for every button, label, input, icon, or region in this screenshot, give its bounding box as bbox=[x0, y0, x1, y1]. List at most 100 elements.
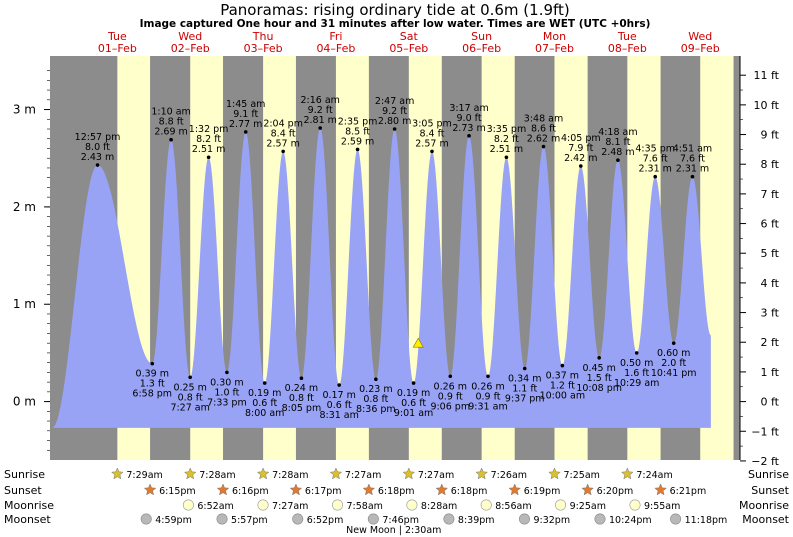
right-axis-label: 9 ft bbox=[761, 129, 780, 142]
high-tide-feet: 8.6 ft bbox=[531, 124, 556, 135]
high-tide-time: 12:57 pm bbox=[75, 132, 121, 143]
chart-title: Panoramas: rising ordinary tide at 0.6m … bbox=[220, 1, 570, 19]
low-tide-meters: 0.17 m bbox=[322, 390, 355, 401]
low-tide-feet: 1.3 ft bbox=[140, 379, 165, 390]
high-tide-meters: 2.57 m bbox=[266, 138, 299, 149]
high-tide-time: 2:16 am bbox=[300, 95, 339, 106]
high-tide-time: 3:05 pm bbox=[412, 118, 452, 129]
low-tide-time: 7:33 pm bbox=[207, 397, 247, 408]
left-axis-meters: 0 m 1 m 2 m 3 m bbox=[13, 70, 50, 451]
low-tide-time: 8:31 am bbox=[319, 410, 358, 421]
moonrise-time: 9:25am bbox=[570, 501, 606, 512]
low-tide-feet: 0.9 ft bbox=[475, 391, 500, 402]
moonset-icon bbox=[670, 513, 682, 525]
sunset-time: 6:18pm bbox=[451, 486, 488, 497]
high-tide-time: 1:10 am bbox=[151, 107, 190, 118]
astro-row-label-left: Sunrise bbox=[4, 468, 45, 481]
high-tide-time: 1:32 pm bbox=[189, 124, 229, 135]
moonrise-icon bbox=[480, 499, 492, 511]
low-tide-feet: 0.9 ft bbox=[438, 391, 463, 402]
tide-point bbox=[95, 163, 100, 167]
low-tide-feet: 1.1 ft bbox=[512, 383, 537, 394]
high-tide-feet: 8.5 ft bbox=[345, 126, 370, 137]
right-axis-label: 7 ft bbox=[761, 188, 780, 201]
high-tide-meters: 2.73 m bbox=[452, 123, 485, 134]
moonrise-icon bbox=[629, 499, 641, 511]
moonset-icon bbox=[292, 513, 304, 525]
sunset-time: 6:17pm bbox=[305, 486, 342, 497]
tide-point bbox=[243, 130, 248, 134]
sunrise-time: 7:26am bbox=[491, 470, 527, 481]
moonrise-time: 7:58am bbox=[347, 501, 383, 512]
moonset-icon bbox=[367, 513, 379, 525]
sunset-time: 6:21pm bbox=[670, 486, 707, 497]
low-tide-feet: 0.6 ft bbox=[327, 400, 352, 411]
day-name: Fri bbox=[329, 30, 342, 43]
sunrise-star-icon bbox=[256, 467, 270, 480]
low-tide-meters: 0.26 m bbox=[471, 381, 504, 392]
high-tide-feet: 7.6 ft bbox=[680, 154, 705, 165]
tide-point bbox=[374, 377, 378, 382]
day-name: Tue bbox=[107, 30, 127, 43]
high-tide-meters: 2.42 m bbox=[564, 153, 597, 164]
right-axis-label: 1 ft bbox=[761, 366, 780, 379]
sunrise-star-icon bbox=[329, 467, 343, 480]
high-tide-feet: 8.2 ft bbox=[494, 134, 519, 145]
high-tide-meters: 2.57 m bbox=[415, 138, 448, 149]
sunset-star-icon bbox=[435, 483, 449, 496]
low-tide-time: 9:01 am bbox=[394, 408, 433, 419]
moonrise-icon bbox=[182, 499, 194, 511]
tide-curve bbox=[52, 128, 711, 428]
low-tide-time: 6:58 pm bbox=[132, 389, 172, 400]
moonset-time: 10:24pm bbox=[609, 515, 652, 526]
low-tide-meters: 0.19 m bbox=[248, 388, 281, 399]
low-tide-meters: 0.30 m bbox=[210, 377, 243, 388]
low-tide-meters: 0.25 m bbox=[173, 382, 206, 393]
low-tide-feet: 1.5 ft bbox=[587, 373, 612, 384]
day-headers: Tue01–FebWed02–FebThu03–FebFri04–FebSat0… bbox=[98, 30, 720, 55]
tide-point bbox=[411, 381, 416, 385]
high-tide-meters: 2.62 m bbox=[527, 134, 560, 145]
high-tide-time: 4:05 pm bbox=[561, 133, 601, 144]
current-tide-marker bbox=[412, 337, 424, 348]
low-tide-meters: 0.19 m bbox=[397, 388, 430, 399]
tide-point bbox=[318, 126, 322, 130]
moonset-icon bbox=[443, 513, 455, 525]
moonrise-time: 7:27am bbox=[272, 501, 308, 512]
high-tide-meters: 2.48 m bbox=[601, 147, 634, 158]
high-tide-feet: 8.2 ft bbox=[196, 134, 221, 145]
astro-row-label-right: Moonset bbox=[742, 513, 789, 526]
right-axis-label: 10 ft bbox=[754, 99, 780, 112]
high-tide-time: 4:18 am bbox=[598, 127, 637, 138]
sunset-star-icon bbox=[362, 483, 376, 496]
low-tide-time: 8:36 pm bbox=[356, 404, 396, 415]
low-tide-time: 10:08 pm bbox=[576, 383, 622, 394]
sunset-time: 6:15pm bbox=[159, 486, 196, 497]
sunrise-star-icon bbox=[402, 467, 416, 480]
high-tide-feet: 8.4 ft bbox=[419, 128, 444, 139]
high-tide-feet: 7.9 ft bbox=[568, 143, 593, 154]
low-tide-meters: 0.50 m bbox=[620, 358, 653, 369]
moonrise-icon bbox=[257, 499, 269, 511]
right-axis-feet: −2 ft −1 ft 0 ft 1 ft 2 ft 3 ft 4 ft 5 ft 6 ft 7 … bbox=[739, 56, 780, 468]
moonrise-time: 8:28am bbox=[421, 501, 457, 512]
moonrise-icon bbox=[406, 499, 418, 511]
low-tide-feet: 1.6 ft bbox=[624, 368, 649, 379]
sunrise-time: 7:27am bbox=[418, 470, 454, 481]
sunrise-star-icon bbox=[111, 467, 124, 480]
right-axis-label: 8 ft bbox=[761, 158, 780, 171]
high-tide-feet: 7.6 ft bbox=[643, 154, 668, 165]
day-name: Thu bbox=[252, 30, 274, 43]
high-tide-meters: 2.69 m bbox=[154, 127, 187, 138]
high-tide-time: 2:04 pm bbox=[263, 118, 303, 129]
right-axis-label: 2 ft bbox=[761, 336, 780, 349]
moonset-time: 11:18pm bbox=[685, 515, 728, 526]
low-tide-meters: 0.26 m bbox=[434, 381, 467, 392]
tide-point bbox=[448, 374, 453, 379]
sunrise-star-icon bbox=[548, 467, 561, 480]
sunrise-star-icon bbox=[620, 467, 634, 480]
tide-point bbox=[281, 149, 285, 154]
low-tide-meters: 0.37 m bbox=[546, 371, 579, 382]
low-tide-time: 7:27 am bbox=[170, 402, 209, 413]
moonset-time: 4:59pm bbox=[155, 515, 192, 526]
